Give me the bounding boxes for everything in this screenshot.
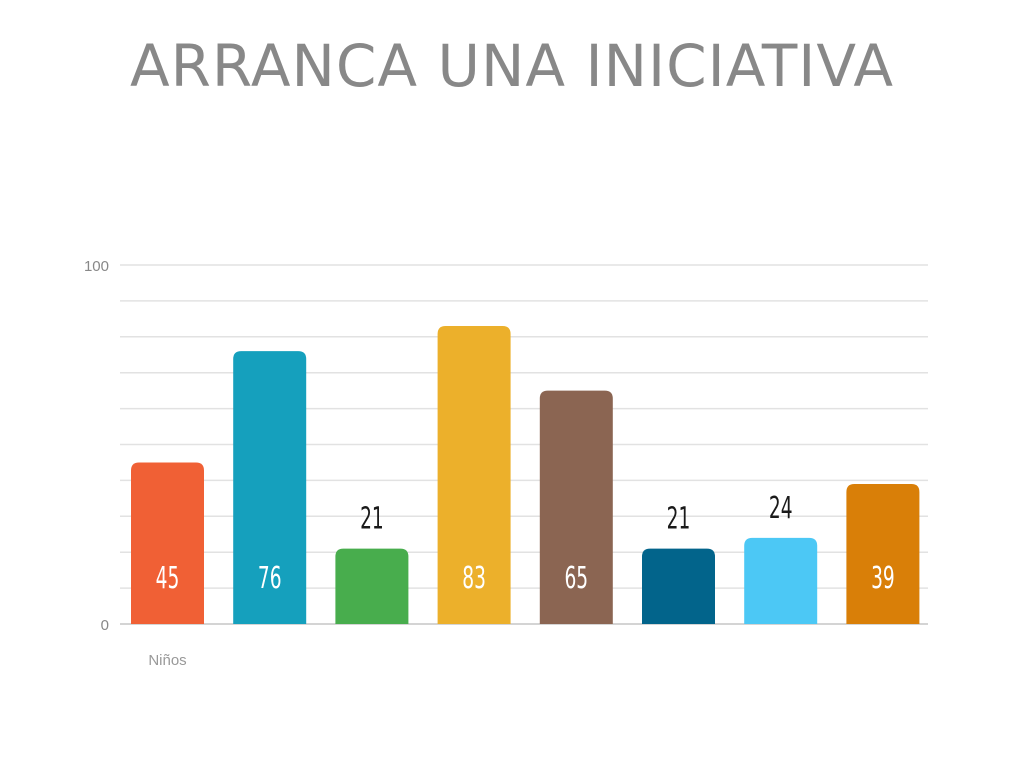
chart-bars <box>131 326 920 624</box>
bar-8 <box>846 483 920 624</box>
data-label-7: 24 <box>769 490 793 525</box>
bar-6 <box>642 548 715 624</box>
data-label-3: 21 <box>360 501 384 536</box>
data-label-4: 83 <box>462 560 486 595</box>
y-tick-label: 0 <box>101 617 109 634</box>
chart-data-labels: 45 76 21 83 65 21 24 39 <box>156 490 895 595</box>
data-label-6: 21 <box>667 501 691 536</box>
category-label: Niños <box>148 652 186 669</box>
bar-1 <box>131 462 204 624</box>
data-label-5: 65 <box>564 560 588 595</box>
data-label-2: 76 <box>258 560 282 595</box>
bar-7 <box>744 537 818 624</box>
y-tick-label: 100 <box>84 258 109 275</box>
bar-3 <box>335 548 409 624</box>
bar-4 <box>437 326 511 624</box>
chart-axis-labels: 0 100 Niños <box>84 258 187 669</box>
bar-2 <box>233 351 307 624</box>
bar-5 <box>539 390 613 624</box>
slide-title: ARRANCA UNA INICIATIVA <box>129 32 895 100</box>
data-label-1: 45 <box>156 560 180 595</box>
data-label-8: 39 <box>871 560 895 595</box>
